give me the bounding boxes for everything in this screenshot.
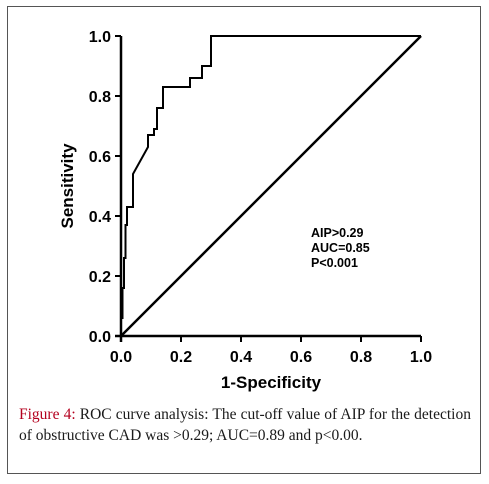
reference-diagonal-line (120, 35, 422, 337)
x-axis-label: 1-Specificity (221, 373, 322, 392)
x-tick-label: 1.0 (410, 349, 432, 366)
roc-curve-line (120, 35, 421, 336)
axes (115, 36, 421, 342)
figure-caption: Figure 4: ROC curve analysis: The cut-of… (19, 404, 471, 446)
y-axis-label: Sensitivity (58, 143, 77, 229)
y-tick-label: 0.8 (89, 89, 111, 106)
x-tick-label: 0.2 (170, 349, 192, 366)
figure-frame (7, 6, 481, 474)
annotation-line: AUC=0.85 (311, 241, 370, 255)
annotation-line: AIP>0.29 (311, 226, 364, 240)
y-tick-label: 0.6 (89, 149, 111, 166)
x-tick-label: 0.8 (350, 349, 372, 366)
y-tick-label: 0.0 (89, 329, 111, 346)
y-tick-label: 0.2 (89, 269, 111, 286)
roc-chart: 0.0 0.2 0.4 0.6 0.8 1.0 0.0 0.2 0.4 0.6 0.8 1.0 1-S… (58, 29, 432, 392)
annotation-line: P<0.001 (311, 256, 358, 270)
figure-label: Figure 4: (19, 406, 76, 423)
x-tick-label: 0.4 (230, 349, 252, 366)
series-layer (120, 35, 422, 337)
y-tick-label: 0.4 (89, 209, 111, 226)
x-tick-label: 0.6 (290, 349, 312, 366)
y-tick-label: 1.0 (89, 29, 111, 46)
x-tick-label: 0.0 (110, 349, 132, 366)
caption-text: ROC curve analysis: The cut-off value of… (19, 406, 471, 444)
ticks: 0.0 0.2 0.4 0.6 0.8 1.0 0.0 0.2 0.4 0.6 0.8 1.0 (89, 29, 432, 366)
